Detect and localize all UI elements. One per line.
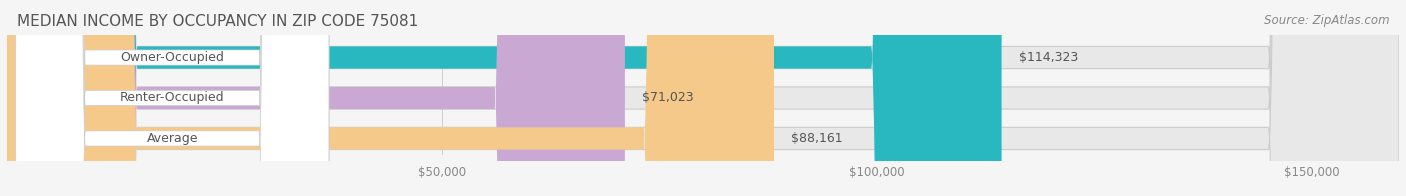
FancyBboxPatch shape (7, 0, 1001, 196)
FancyBboxPatch shape (7, 0, 773, 196)
FancyBboxPatch shape (7, 0, 1399, 196)
FancyBboxPatch shape (15, 0, 329, 196)
Text: Owner-Occupied: Owner-Occupied (121, 51, 225, 64)
Text: $71,023: $71,023 (643, 92, 695, 104)
Text: Average: Average (146, 132, 198, 145)
Text: $114,323: $114,323 (1019, 51, 1078, 64)
Text: MEDIAN INCOME BY OCCUPANCY IN ZIP CODE 75081: MEDIAN INCOME BY OCCUPANCY IN ZIP CODE 7… (17, 14, 418, 29)
FancyBboxPatch shape (7, 0, 1399, 196)
FancyBboxPatch shape (15, 0, 329, 196)
FancyBboxPatch shape (15, 0, 329, 196)
Text: $88,161: $88,161 (792, 132, 844, 145)
FancyBboxPatch shape (7, 0, 1399, 196)
Text: Renter-Occupied: Renter-Occupied (120, 92, 225, 104)
Text: Source: ZipAtlas.com: Source: ZipAtlas.com (1264, 14, 1389, 27)
FancyBboxPatch shape (7, 0, 624, 196)
